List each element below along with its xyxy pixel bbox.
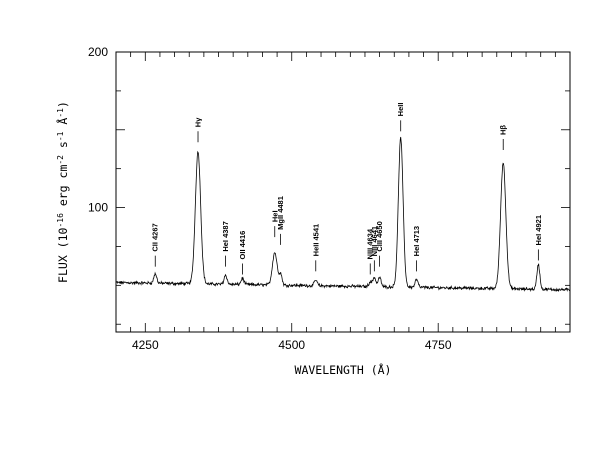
line-label: MgII 4481 bbox=[276, 196, 285, 230]
y-axis-title: FLUX (10-16 erg cm-2 s-1 Å-1) bbox=[55, 101, 70, 283]
x-axis-title: WAVELENGTH (Å) bbox=[295, 362, 392, 377]
line-label: HeII 4541 bbox=[311, 224, 320, 257]
y-ticks bbox=[116, 51, 570, 325]
line-label: OII 4416 bbox=[238, 231, 247, 260]
line-label: Hβ bbox=[499, 125, 508, 135]
plot-frame bbox=[115, 51, 571, 333]
y-tick-labels: 100 200 bbox=[88, 45, 108, 215]
line-markers bbox=[154, 120, 539, 275]
x-tick-labels: 4250 4500 4750 bbox=[132, 338, 452, 352]
line-label: CIII 4650 bbox=[375, 221, 384, 251]
line-label: HeI 4387 bbox=[221, 221, 230, 251]
x-tick-label: 4750 bbox=[425, 338, 452, 352]
x-tick-label: 4500 bbox=[278, 338, 305, 352]
line-label: NIII 4634 bbox=[366, 228, 375, 259]
line-label: Hγ bbox=[194, 117, 203, 127]
line-label: HeI bbox=[270, 210, 279, 222]
line-label: CII 4267 bbox=[151, 223, 160, 251]
x-ticks bbox=[115, 52, 571, 332]
spectrum-line bbox=[115, 136, 570, 292]
line-label: HeII bbox=[396, 103, 405, 117]
y-tick-label: 100 bbox=[88, 201, 108, 215]
line-label: HeI 4921 bbox=[534, 215, 543, 245]
y-tick-label: 200 bbox=[88, 45, 108, 59]
line-label: HeI 4713 bbox=[412, 226, 421, 256]
line-label: NIII 4641 bbox=[370, 226, 379, 256]
x-tick-label: 4250 bbox=[132, 338, 159, 352]
